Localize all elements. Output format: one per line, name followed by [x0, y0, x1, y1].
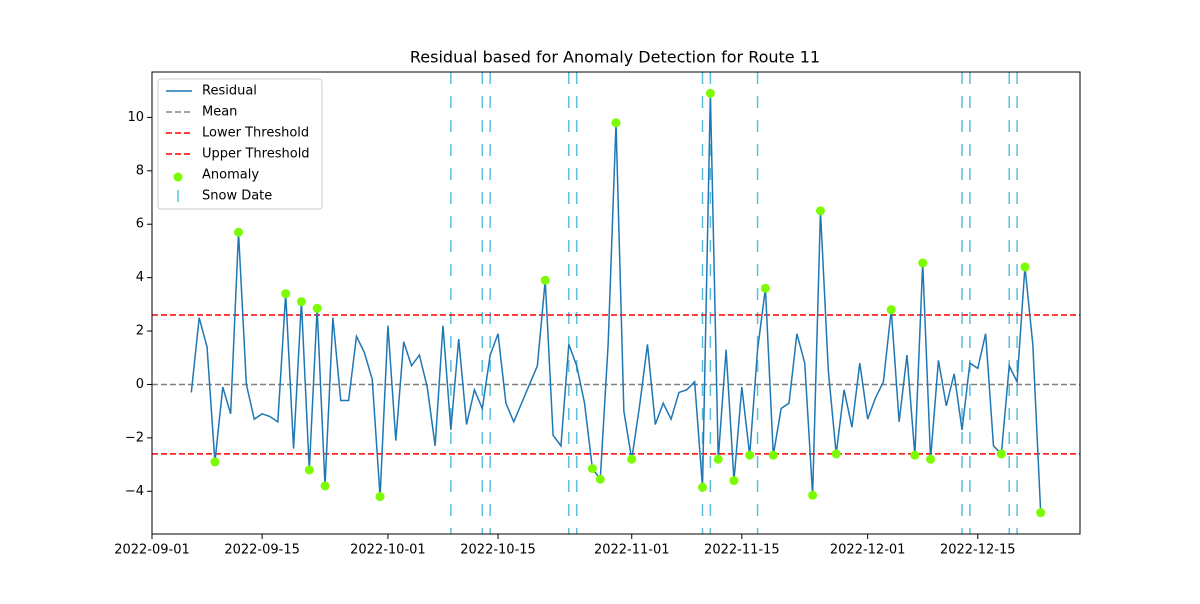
anomaly-point [304, 465, 314, 475]
x-tick-label: 2022-12-15 [940, 543, 1016, 558]
anomaly-point [815, 206, 825, 216]
anomaly-point [808, 490, 818, 500]
anomaly-point [234, 227, 244, 237]
y-tick-label: 2 [136, 324, 144, 339]
x-tick-label: 2022-11-01 [594, 543, 670, 558]
anomaly-point [745, 450, 755, 460]
anomaly-point [886, 305, 896, 315]
anomaly-point [595, 474, 605, 484]
anomaly-point [1036, 508, 1046, 518]
anomaly-point [611, 118, 621, 128]
anomaly-point [312, 303, 322, 313]
anomaly-point [1020, 262, 1030, 272]
y-tick-label: 4 [136, 270, 144, 285]
anomaly-point [713, 454, 723, 464]
x-tick-label: 2022-09-15 [224, 543, 300, 558]
x-tick-label: 2022-12-01 [830, 543, 906, 558]
x-tick-label: 2022-11-15 [704, 543, 780, 558]
plot-frame [151, 71, 1081, 535]
y-tick-label: 0 [136, 377, 144, 392]
legend-label: Mean [202, 105, 237, 120]
anomaly-point [926, 454, 936, 464]
y-tick-label: 8 [136, 163, 144, 178]
y-tick-label: 10 [127, 110, 144, 125]
legend-label: Upper Threshold [202, 147, 310, 162]
anomaly-point [540, 275, 550, 285]
y-tick-label: −4 [125, 484, 144, 499]
anomaly-point [375, 492, 385, 502]
legend-label: Snow Date [202, 189, 272, 204]
anomaly-point [698, 482, 708, 492]
anomaly-point [320, 481, 330, 491]
anomaly-point [768, 450, 778, 460]
anomaly-point [996, 449, 1006, 459]
y-tick-label: 6 [136, 217, 144, 232]
legend-box [157, 78, 323, 210]
anomaly-point [627, 454, 637, 464]
x-tick-label: 2022-10-01 [350, 543, 426, 558]
anomaly-point [760, 283, 770, 293]
anomaly-point [910, 450, 920, 460]
anomaly-point [705, 88, 715, 98]
anomaly-point [918, 258, 928, 268]
legend-label: Anomaly [202, 168, 259, 183]
anomaly-point [296, 297, 306, 307]
x-tick-label: 2022-10-15 [460, 543, 536, 558]
chart-title: Residual based for Anomaly Detection for… [410, 48, 820, 67]
legend-label: Lower Threshold [202, 126, 309, 141]
x-tick-label: 2022-09-01 [114, 543, 190, 558]
anomaly-point [210, 457, 220, 467]
y-tick-label: −2 [125, 430, 144, 445]
anomaly-point [281, 289, 291, 299]
legend-label: Residual [202, 84, 257, 99]
anomaly-point [587, 464, 597, 474]
anomaly-point [729, 476, 739, 486]
legend-marker [173, 172, 183, 182]
anomaly-point [831, 449, 841, 459]
